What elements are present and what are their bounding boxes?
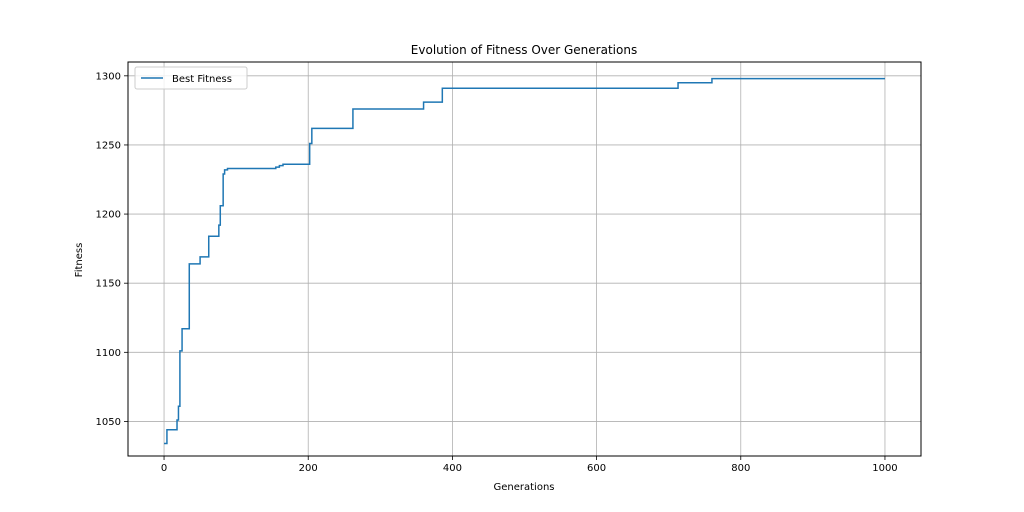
x-tick-label: 600 — [587, 463, 606, 474]
y-tick-label: 1100 — [96, 348, 121, 359]
plot-frame — [127, 61, 922, 457]
x-axis-label: Generations — [494, 482, 555, 493]
legend: Best Fitness — [134, 66, 248, 90]
series-line-best-fitness — [164, 77, 885, 445]
legend-label-best-fitness: Best Fitness — [172, 74, 232, 85]
x-axis-ticks: 0 200 400 600 800 1000 — [161, 456, 898, 474]
x-tick-label: 800 — [731, 463, 750, 474]
chart-title: Evolution of Fitness Over Generations — [411, 43, 637, 57]
grid — [128, 62, 921, 456]
x-tick-label: 400 — [443, 463, 462, 474]
y-tick-label: 1150 — [96, 279, 121, 290]
y-tick-label: 1250 — [96, 140, 121, 151]
y-tick-label: 1200 — [96, 210, 121, 221]
x-tick-label: 0 — [161, 463, 167, 474]
x-tick-label: 1000 — [872, 463, 897, 474]
series-layer — [164, 77, 885, 445]
legend-box — [134, 66, 248, 90]
y-axis-ticks: 1050 1100 1150 1200 1250 1300 — [96, 71, 128, 428]
y-tick-label: 1050 — [96, 417, 121, 428]
y-tick-label: 1300 — [96, 71, 121, 82]
y-axis-label: Fitness — [74, 243, 85, 278]
x-tick-label: 200 — [299, 463, 318, 474]
